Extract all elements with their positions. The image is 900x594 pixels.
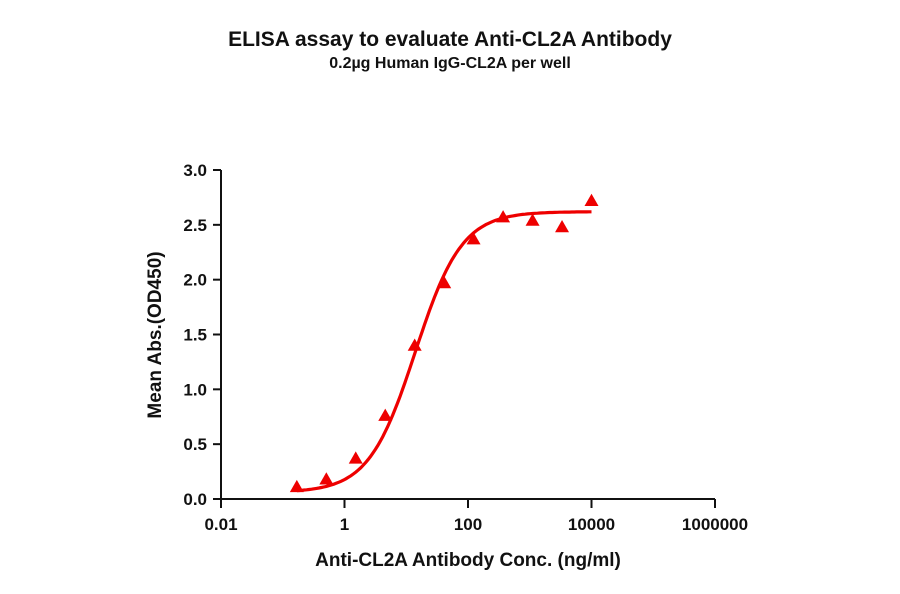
y-tick-label: 2.0 — [183, 271, 207, 290]
y-tick-label: 0.0 — [183, 490, 207, 509]
data-point-triangle — [348, 451, 363, 464]
y-tick-label: 3.0 — [183, 161, 207, 180]
data-point-triangle — [525, 213, 540, 226]
data-point-triangle — [289, 479, 304, 493]
data-point-triangle — [496, 210, 511, 223]
x-axis-label: Anti-CL2A Antibody Conc. (ng/ml) — [315, 550, 621, 571]
data-point-triangle — [378, 408, 393, 421]
axes: 0.0 0.5 1.0 1.5 2.0 2.5 3.0 0.01 1 100 10000 100000… — [183, 161, 748, 534]
data-point-triangle — [319, 472, 334, 485]
y-axis-label: Mean Abs.(OD450) — [145, 251, 166, 418]
data-points — [289, 193, 599, 493]
data-point-triangle — [466, 232, 481, 245]
data-point-triangle — [584, 193, 599, 206]
data-point-triangle — [555, 220, 570, 233]
y-tick-label: 1.0 — [183, 380, 207, 399]
chart-title: ELISA assay to evaluate Anti-CL2A Antibo… — [228, 28, 672, 51]
x-tick-label: 1 — [340, 515, 349, 534]
chart-subtitle: 0.2µg Human IgG-CL2A per well — [329, 55, 571, 72]
x-tick-label: 1000000 — [682, 515, 748, 534]
data-point-triangle — [437, 275, 452, 289]
data-point-triangle — [407, 338, 422, 351]
fit-curve-line — [296, 210, 592, 493]
y-tick-label: 1.5 — [183, 326, 207, 345]
y-tick-label: 0.5 — [183, 435, 207, 454]
fit-curve — [296, 210, 592, 493]
x-tick-label: 10000 — [568, 515, 615, 534]
x-tick-label: 100 — [454, 515, 482, 534]
y-tick-label: 2.5 — [183, 216, 207, 235]
x-tick-label: 0.01 — [204, 515, 237, 534]
